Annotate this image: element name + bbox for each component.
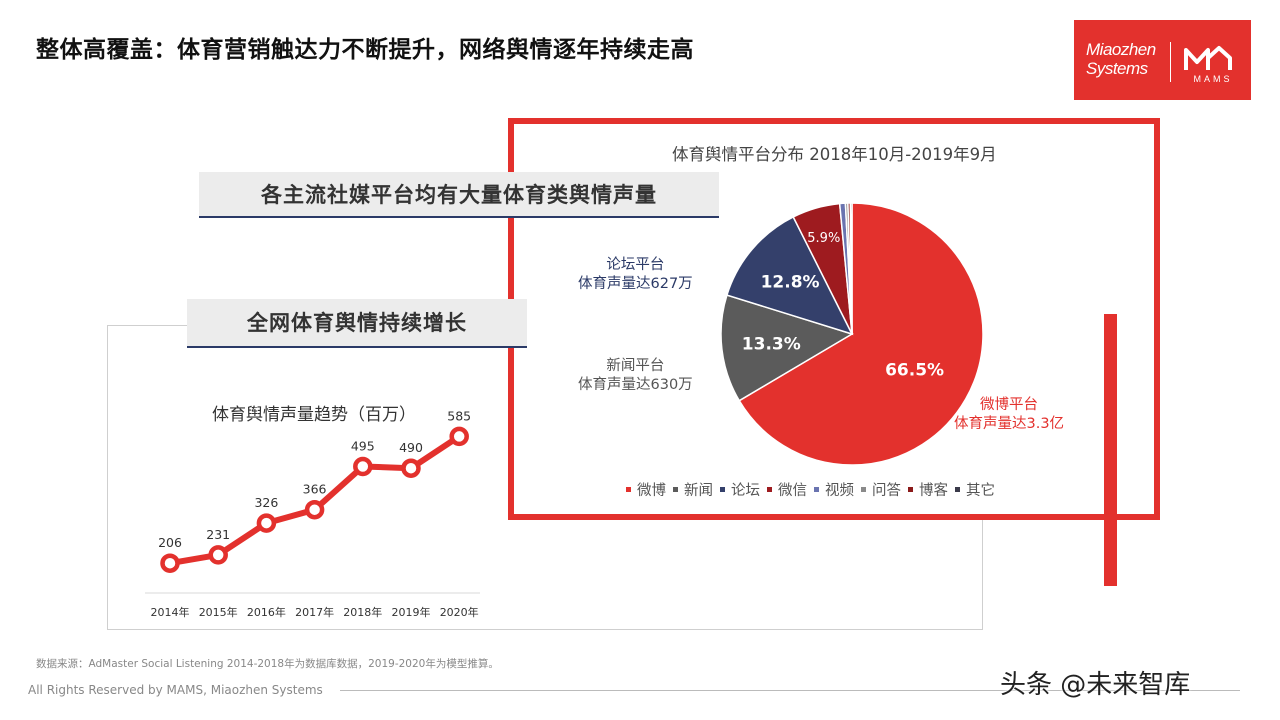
legend-swatch-7	[955, 487, 960, 492]
line-data-label-6: 585	[447, 408, 471, 423]
legend-item-3: 微信	[767, 479, 807, 500]
legend-swatch-6	[908, 487, 913, 492]
footer-copyright: All Rights Reserved by MAMS, Miaozhen Sy…	[28, 683, 323, 697]
line-point-2	[256, 513, 277, 533]
legend-label-0: 微博	[637, 483, 666, 499]
pie-slice-0	[738, 202, 984, 466]
pie-label-forum-name: 论坛平台	[606, 257, 665, 273]
line-x-tick-4: 2018年	[343, 605, 382, 619]
pie-label-forum-volume: 体育声量达627万	[578, 276, 693, 292]
pie-slice-label-3: 5.9%	[807, 231, 840, 246]
pie-slice-label-1: 13.3%	[742, 334, 801, 354]
banner-social-platforms: 各主流社媒平台均有大量体育类舆情声量	[199, 172, 719, 218]
pie-chart-title: 体育舆情平台分布 2018年10月-2019年9月	[672, 145, 997, 164]
logo-brand-text: Miaozhen Systems	[1086, 40, 1166, 78]
line-x-tick-3: 2017年	[295, 605, 334, 619]
pie-label-weibo-volume: 体育声量达3.3亿	[954, 416, 1065, 432]
logo-mams-text: MAMS	[1193, 74, 1233, 84]
line-x-tick-6: 2020年	[440, 605, 479, 619]
pie-slice-7	[849, 202, 853, 335]
line-point-5	[401, 458, 421, 478]
pie-slice-2	[725, 215, 854, 336]
pie-slice-1	[720, 294, 854, 402]
line-point-0	[160, 553, 180, 573]
line-data-label-3: 366	[303, 482, 327, 497]
data-source-note: 数据来源：AdMaster Social Listening 2014-2018…	[36, 658, 499, 670]
pie-label-news: 新闻平台 体育声量达630万	[578, 357, 693, 395]
logo-separator	[1170, 42, 1171, 82]
legend-swatch-4	[814, 487, 819, 492]
legend-label-5: 问答	[872, 483, 901, 499]
pie-label-weibo: 微博平台 体育声量达3.3亿	[954, 396, 1064, 434]
pie-legend: 微博 新闻 论坛 微信 视频 问答 博客 其它	[626, 479, 995, 500]
legend-swatch-2	[720, 487, 725, 492]
red-accent-bar	[1104, 314, 1117, 586]
legend-swatch-1	[673, 487, 678, 492]
pie-slice-label-2: 12.8%	[761, 272, 820, 292]
line-x-tick-5: 2019年	[392, 605, 431, 619]
legend-label-1: 新闻	[684, 483, 713, 499]
line-chart: 206 2014年 231 2015年 326 2016年 366 2017年 495 2018年…	[145, 408, 480, 619]
line-data-label-0: 206	[158, 535, 182, 550]
page-title: 整体高覆盖：体育营销触达力不断提升，网络舆情逐年持续走高	[36, 37, 694, 63]
pie-slice-label-0: 66.5%	[885, 361, 944, 381]
line-data-label-2: 326	[254, 495, 278, 510]
legend-item-1: 新闻	[673, 479, 713, 500]
legend-label-2: 论坛	[731, 483, 760, 499]
line-chart-title: 体育舆情声量趋势（百万）	[212, 405, 416, 425]
legend-swatch-0	[626, 487, 631, 492]
legend-item-4: 视频	[814, 479, 854, 500]
line-point-6	[449, 426, 469, 447]
legend-swatch-5	[861, 487, 866, 492]
logo-brand-line2: Systems	[1086, 59, 1148, 78]
line-data-label-1: 231	[206, 527, 230, 542]
legend-item-0: 微博	[626, 479, 666, 500]
pie-label-forum: 论坛平台 体育声量达627万	[578, 256, 693, 294]
line-data-label-5: 490	[399, 440, 423, 455]
legend-item-2: 论坛	[720, 479, 760, 500]
footer-divider	[340, 690, 1240, 691]
legend-item-6: 博客	[908, 479, 948, 500]
banner-growth: 全网体育舆情持续增长	[187, 299, 527, 348]
miaozhen-logo: Miaozhen Systems MAMS	[1074, 20, 1251, 100]
pie-label-weibo-name: 微博平台	[980, 397, 1039, 413]
line-x-tick-0: 2014年	[151, 605, 190, 619]
line-point-3	[304, 499, 325, 520]
logo-brand-line1: Miaozhen	[1086, 40, 1156, 59]
pie-label-news-volume: 体育声量达630万	[578, 377, 693, 393]
legend-label-6: 博客	[919, 483, 948, 499]
legend-label-7: 其它	[966, 483, 995, 499]
legend-item-7: 其它	[955, 479, 995, 500]
line-series	[169, 433, 461, 567]
line-point-1	[208, 545, 228, 565]
line-point-4	[353, 456, 373, 477]
legend-item-5: 问答	[861, 479, 901, 500]
line-data-label-4: 495	[351, 439, 375, 454]
legend-label-3: 微信	[778, 483, 807, 499]
pie-chart: 66.5% 13.3% 12.8% 5.9%	[720, 202, 984, 466]
pie-label-news-name: 新闻平台	[606, 358, 665, 374]
line-x-tick-1: 2015年	[199, 605, 238, 619]
legend-label-4: 视频	[825, 483, 854, 499]
legend-swatch-3	[767, 487, 772, 492]
line-x-tick-2: 2016年	[247, 605, 286, 619]
mams-mark-icon	[1184, 46, 1232, 70]
watermark: 头条 @未来智库	[1000, 670, 1191, 700]
